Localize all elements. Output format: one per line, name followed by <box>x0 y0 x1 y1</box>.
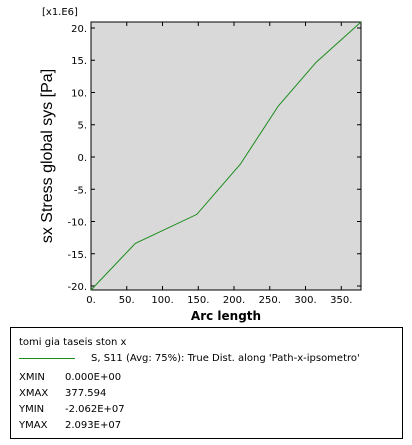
stat-key: YMIN <box>19 404 45 415</box>
stress-chart: [x1.E6] -20. -15. -10. -5. 0. 5. 10. 15. 20. 0. 5… <box>39 7 362 323</box>
legend-entry: S, S11 (Avg: 75%): True Dist. along 'Pat… <box>19 353 360 364</box>
y-tick-label: 10. <box>71 88 87 99</box>
legend-box: tomi gia taseis ston x S, S11 (Avg: 75%)… <box>10 327 403 439</box>
plot-area <box>90 21 362 291</box>
stat-key: YMAX <box>19 420 48 431</box>
y-axis-ticks: -20. -15. -10. -5. 0. 5. 10. 15. 20. <box>67 24 361 293</box>
x-tick-label: 300. <box>294 295 316 306</box>
stat-value: 2.093E+07 <box>65 420 122 431</box>
y-tick-label: -20. <box>67 282 87 293</box>
y-tick-label: 20. <box>71 24 87 35</box>
x-axis-ticks: 0. 50. 100. 150. 200. 250. 300. 350. <box>86 22 352 306</box>
x-tick-label: 150. <box>187 295 209 306</box>
legend-entry-label: S, S11 (Avg: 75%): True Dist. along 'Pat… <box>91 353 360 364</box>
legend-line-swatch <box>19 358 75 359</box>
series-layer <box>90 21 362 291</box>
x-tick-label: 250. <box>259 295 281 306</box>
stat-value: 377.594 <box>65 388 107 399</box>
x-tick-label: 100. <box>151 295 173 306</box>
stat-key: XMAX <box>19 388 49 399</box>
y-tick-label: 0. <box>77 153 87 164</box>
stat-row-xmin: XMIN 0.000E+00 <box>19 372 121 383</box>
x-tick-label: 0. <box>86 295 96 306</box>
y-tick-label: 15. <box>71 56 87 67</box>
stat-row-ymax: YMAX 2.093E+07 <box>19 420 121 431</box>
x-tick-label: 50. <box>119 295 135 306</box>
y-axis-title: sx Stress global sys [Pa] <box>39 69 56 243</box>
y-tick-label: 5. <box>77 121 87 132</box>
x-tick-label: 350. <box>330 295 352 306</box>
y-tick-label: -15. <box>67 250 87 261</box>
y-tick-label: -5. <box>74 185 87 196</box>
x-axis-title: Arc length <box>191 309 261 323</box>
series-line-s11 <box>90 21 362 291</box>
y-multiplier-label: [x1.E6] <box>42 7 78 18</box>
stat-value: -2.062E+07 <box>65 404 125 415</box>
stat-row-xmax: XMAX 377.594 <box>19 388 106 399</box>
x-tick-label: 200. <box>223 295 245 306</box>
legend-title: tomi gia taseis ston x <box>19 337 127 348</box>
stat-row-ymin: YMIN -2.062E+07 <box>19 404 125 415</box>
y-tick-label: -10. <box>67 218 87 229</box>
stat-key: XMIN <box>19 372 45 383</box>
stat-value: 0.000E+00 <box>65 372 122 383</box>
